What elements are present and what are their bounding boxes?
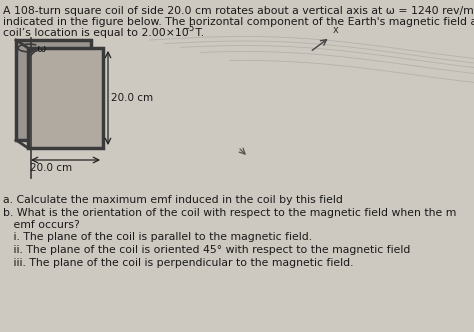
Text: T.: T.	[192, 28, 204, 38]
Text: emf occurs?: emf occurs?	[3, 220, 80, 230]
Text: indicated in the figure below. The horizontal component of the Earth's magnetic : indicated in the figure below. The horiz…	[3, 17, 474, 27]
Text: i. The plane of the coil is parallel to the magnetic field.: i. The plane of the coil is parallel to …	[3, 232, 312, 242]
Text: iii. The plane of the coil is perpendicular to the magnetic field.: iii. The plane of the coil is perpendicu…	[3, 258, 354, 268]
Text: a. Calculate the maximum emf induced in the coil by this field: a. Calculate the maximum emf induced in …	[3, 195, 343, 205]
Text: ii. The plane of the coil is oriented 45° with respect to the magnetic field: ii. The plane of the coil is oriented 45…	[3, 245, 410, 255]
Text: b. What is the orientation of the coil with respect to the magnetic field when t: b. What is the orientation of the coil w…	[3, 208, 456, 217]
Text: ω: ω	[36, 44, 46, 54]
Bar	[16, 40, 91, 140]
Text: 20.0 cm: 20.0 cm	[111, 93, 153, 103]
Text: x: x	[333, 25, 339, 35]
Text: A 108-turn square coil of side 20.0 cm rotates about a vertical axis at ω = 1240: A 108-turn square coil of side 20.0 cm r…	[3, 6, 474, 16]
Bar	[28, 48, 103, 148]
Text: −5: −5	[182, 24, 194, 33]
Text: coil’s location is equal to 2.00×10: coil’s location is equal to 2.00×10	[3, 28, 189, 38]
Text: 20.0 cm: 20.0 cm	[30, 163, 72, 173]
